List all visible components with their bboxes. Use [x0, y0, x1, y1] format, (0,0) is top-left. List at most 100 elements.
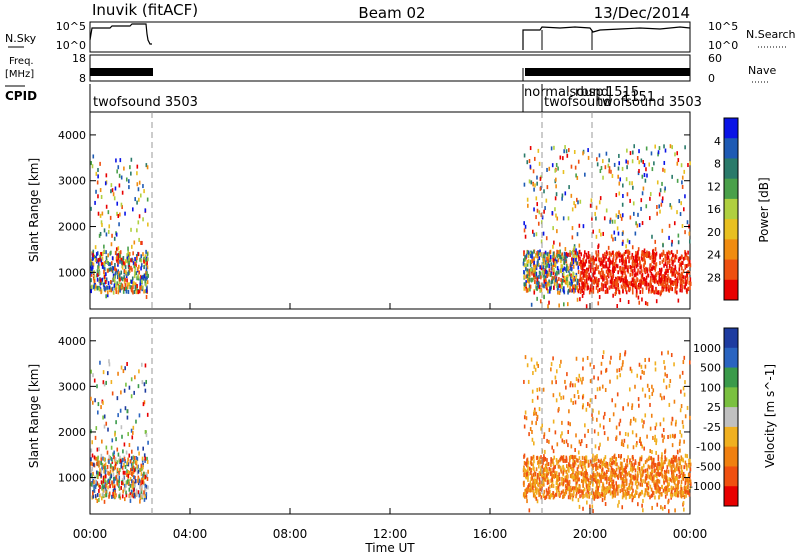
data-cell [560, 269, 562, 274]
data-cell [583, 493, 585, 498]
data-cell [621, 439, 623, 444]
data-cell [628, 259, 630, 264]
data-cell [558, 252, 560, 257]
data-cell [137, 478, 139, 483]
data-cell [146, 265, 149, 270]
data-cell [533, 207, 535, 212]
data-cell [527, 250, 530, 255]
data-cell [554, 474, 557, 479]
data-cell [565, 149, 568, 154]
data-cell [595, 494, 598, 499]
data-cell [566, 283, 569, 288]
data-cell [130, 449, 133, 454]
data-cell [537, 482, 539, 487]
data-cell [104, 462, 107, 467]
data-cell [549, 484, 551, 489]
data-cell [99, 484, 101, 489]
data-cell [134, 475, 136, 480]
data-cell [146, 260, 148, 265]
data-cell [92, 253, 94, 258]
data-cell [671, 473, 673, 478]
data-cell [135, 254, 138, 259]
data-cell [595, 253, 598, 258]
data-cell [130, 157, 133, 162]
data-cell [627, 485, 630, 490]
data-cell [134, 479, 137, 484]
data-cell [638, 223, 641, 228]
data-cell [547, 256, 550, 261]
data-cell [529, 251, 532, 256]
data-cell [531, 437, 534, 442]
data-cell [90, 482, 93, 487]
data-cell [145, 379, 148, 384]
data-cell [622, 239, 624, 244]
data-cell [529, 488, 532, 493]
data-cell [546, 274, 549, 279]
data-cell [119, 158, 122, 163]
data-cell [682, 471, 685, 476]
data-cell [591, 216, 593, 221]
colorbar-segment [724, 347, 738, 369]
data-cell [622, 258, 625, 263]
data-cell [669, 284, 672, 289]
data-cell [600, 165, 603, 170]
data-cell [613, 490, 615, 495]
data-cell [138, 369, 140, 374]
data-cell [556, 480, 558, 485]
data-cell [532, 249, 535, 254]
data-cell [612, 412, 615, 417]
data-cell [117, 474, 119, 479]
data-cell [618, 181, 621, 186]
data-cell [102, 251, 104, 256]
data-cell [626, 249, 628, 254]
data-cell [92, 256, 94, 261]
data-cell [685, 488, 688, 493]
data-cell [548, 264, 550, 269]
data-cell [581, 467, 584, 472]
data-cell [584, 465, 587, 470]
data-cell [571, 497, 574, 502]
data-cell [546, 490, 549, 495]
data-cell [638, 300, 641, 305]
data-cell [609, 491, 612, 496]
data-cell [636, 284, 638, 289]
nsky-panel-frame [89, 21, 691, 53]
data-cell [688, 259, 691, 264]
data-cell [91, 261, 94, 266]
data-cell [670, 205, 673, 210]
data-cell [100, 280, 103, 285]
data-cell [102, 465, 105, 470]
data-cell [635, 282, 637, 287]
data-cell [672, 469, 675, 474]
data-cell [140, 472, 143, 477]
data-cell [660, 467, 663, 472]
data-cell [597, 376, 600, 381]
cpid-text-5: 1515 [606, 85, 639, 100]
data-cell [631, 181, 633, 186]
data-cell [592, 408, 594, 413]
data-cell [578, 373, 581, 378]
data-cell [102, 282, 105, 287]
data-cell [670, 459, 672, 464]
data-cell [538, 493, 540, 498]
data-cell [618, 276, 621, 281]
data-cell [613, 484, 615, 489]
data-cell [147, 485, 149, 490]
data-cell [688, 463, 690, 468]
data-cell [653, 274, 655, 279]
data-cell [146, 275, 148, 280]
data-cell [537, 148, 540, 153]
data-cell [635, 433, 638, 438]
data-cell [648, 289, 650, 294]
data-cell [552, 276, 555, 281]
data-cell [660, 202, 663, 207]
data-cell [133, 475, 135, 480]
data-cell [111, 494, 113, 499]
data-cell [121, 283, 124, 288]
data-cell [634, 268, 636, 273]
data-cell [557, 258, 560, 263]
data-cell [144, 279, 146, 284]
data-cell [643, 463, 645, 468]
data-cell [599, 442, 601, 447]
colorbar-tick-label: -25 [703, 421, 721, 434]
